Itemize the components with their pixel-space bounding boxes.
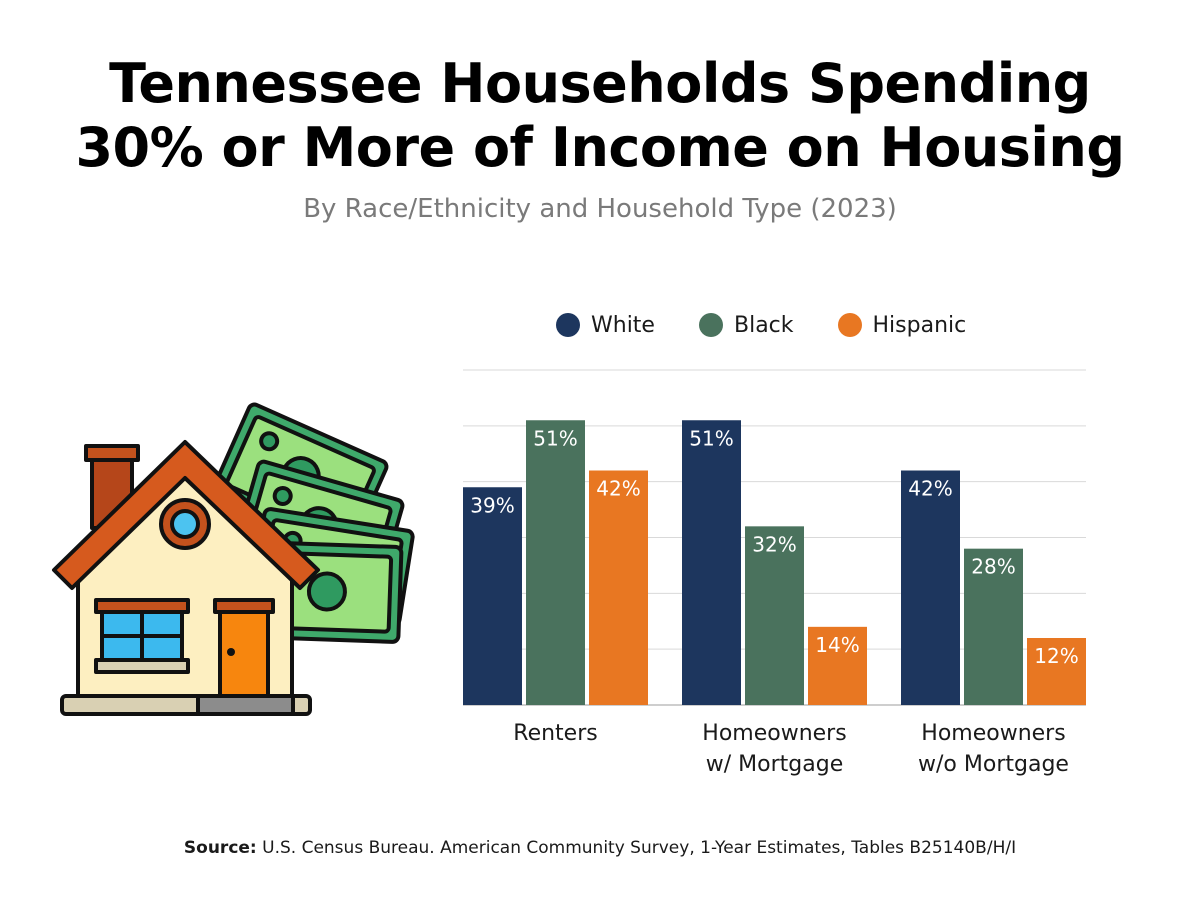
data-label: 51% (689, 426, 733, 450)
legend-item-black: Black (698, 312, 794, 338)
category-label: Homeowners (702, 721, 846, 746)
data-label: 14% (815, 633, 859, 657)
bar-black (745, 526, 804, 705)
legend-swatch-white (556, 313, 580, 337)
chart-title: Tennessee Households Spending 30% or Mor… (0, 52, 1200, 180)
bar-hispanic (589, 470, 648, 705)
data-label: 42% (908, 477, 952, 501)
category-label: Renters (513, 721, 597, 746)
data-label: 28% (971, 555, 1015, 579)
data-label: 42% (596, 477, 640, 501)
data-label: 39% (470, 493, 514, 517)
chart-title-line-2: 30% or More of Income on Housing (75, 116, 1125, 179)
chart-legend: White Black Hispanic (556, 308, 966, 342)
data-label: 51% (533, 426, 577, 450)
category-label: Homeowners (921, 721, 1065, 746)
bar-black (526, 420, 585, 705)
legend-label-hispanic: Hispanic (872, 312, 967, 338)
legend-item-white: White (556, 313, 655, 338)
bar-white (463, 487, 522, 705)
legend-label-white: White (591, 312, 655, 338)
legend-item-hispanic: Hispanic (837, 312, 967, 338)
data-label: 32% (752, 532, 796, 556)
bar-hispanic (1027, 638, 1086, 705)
legend-swatch-black (698, 313, 723, 337)
bar-hispanic (808, 626, 867, 705)
legend-label-black: Black (733, 312, 794, 338)
house-with-money-icon (40, 380, 420, 730)
source-text: U.S. Census Bureau. American Community S… (256, 838, 1017, 858)
bar-chart: 39% 51% 42% Renters 51% 32% 14% Homeowners w/ Mo… (463, 369, 1086, 777)
data-label: 12% (1034, 644, 1078, 668)
chart-title-line-1: Tennessee Households Spending (109, 52, 1091, 115)
source-note: Source: U.S. Census Bureau. American Com… (0, 838, 1200, 858)
legend-swatch-hispanic (837, 313, 862, 337)
bar-black (964, 548, 1023, 705)
category-label: w/o Mortgage (918, 752, 1069, 777)
source-label: Source: (183, 838, 257, 858)
chart-subtitle: By Race/Ethnicity and Household Type (20… (303, 194, 897, 224)
bar-white (682, 420, 741, 705)
category-label: w/ Mortgage (706, 752, 843, 777)
bar-white (901, 470, 960, 705)
